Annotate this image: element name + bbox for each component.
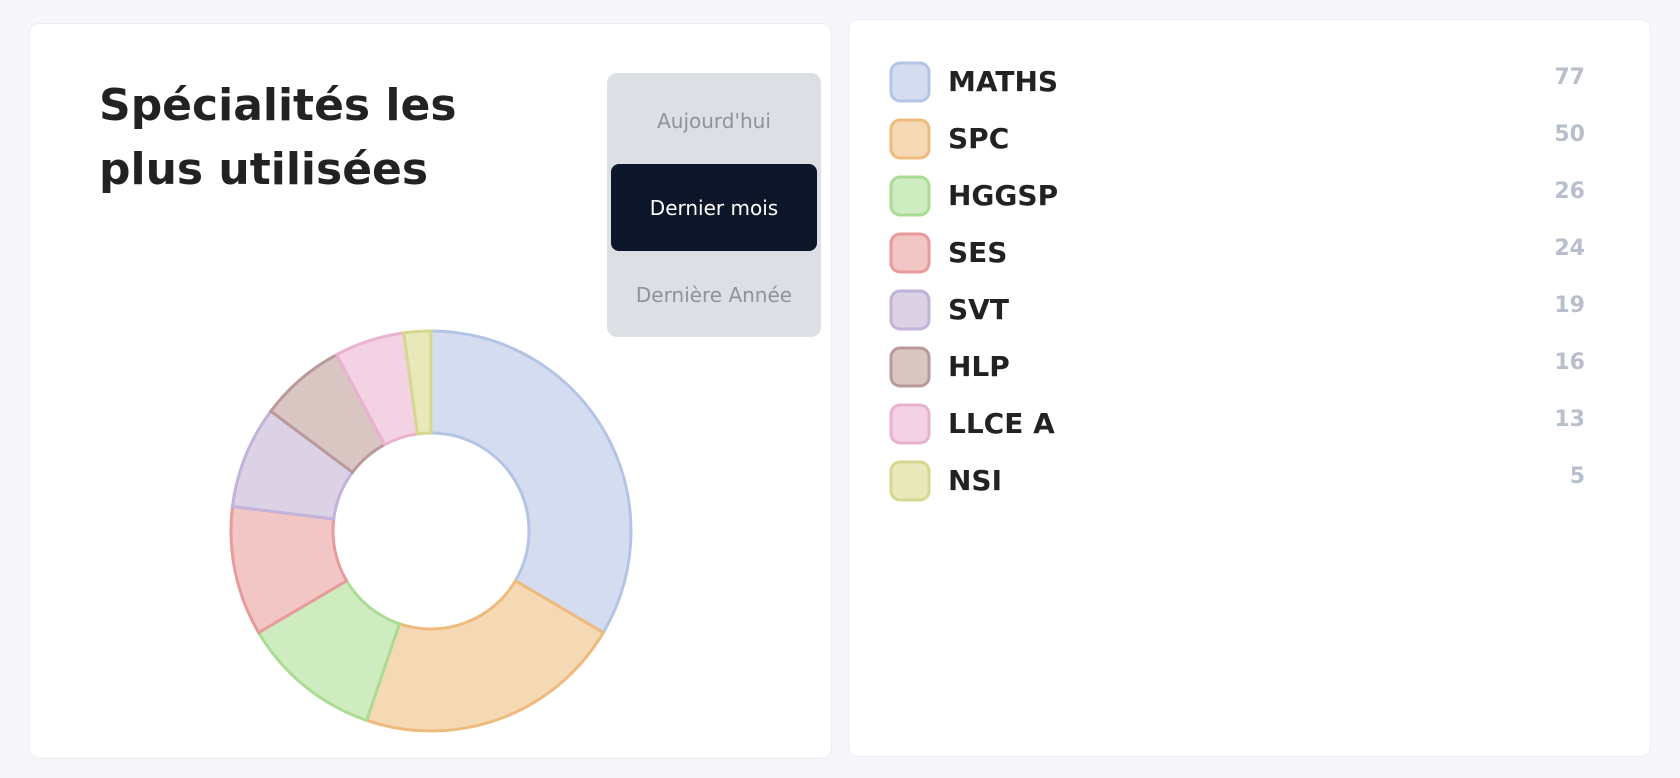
filter-button[interactable]: Aujourd'hui xyxy=(657,108,771,133)
filter-button[interactable]: Dernière Année xyxy=(635,282,793,307)
chart-card: Spécialités les plus utilisées Aujourd'h… xyxy=(29,23,832,759)
legend-card xyxy=(848,19,1651,757)
chart-title: Spécialités les plus utilisées xyxy=(99,80,457,195)
period-filter: Aujourd'hui Dernier mois Dernière Année xyxy=(607,73,821,337)
filter-button[interactable]: Dernier mois xyxy=(611,164,817,251)
